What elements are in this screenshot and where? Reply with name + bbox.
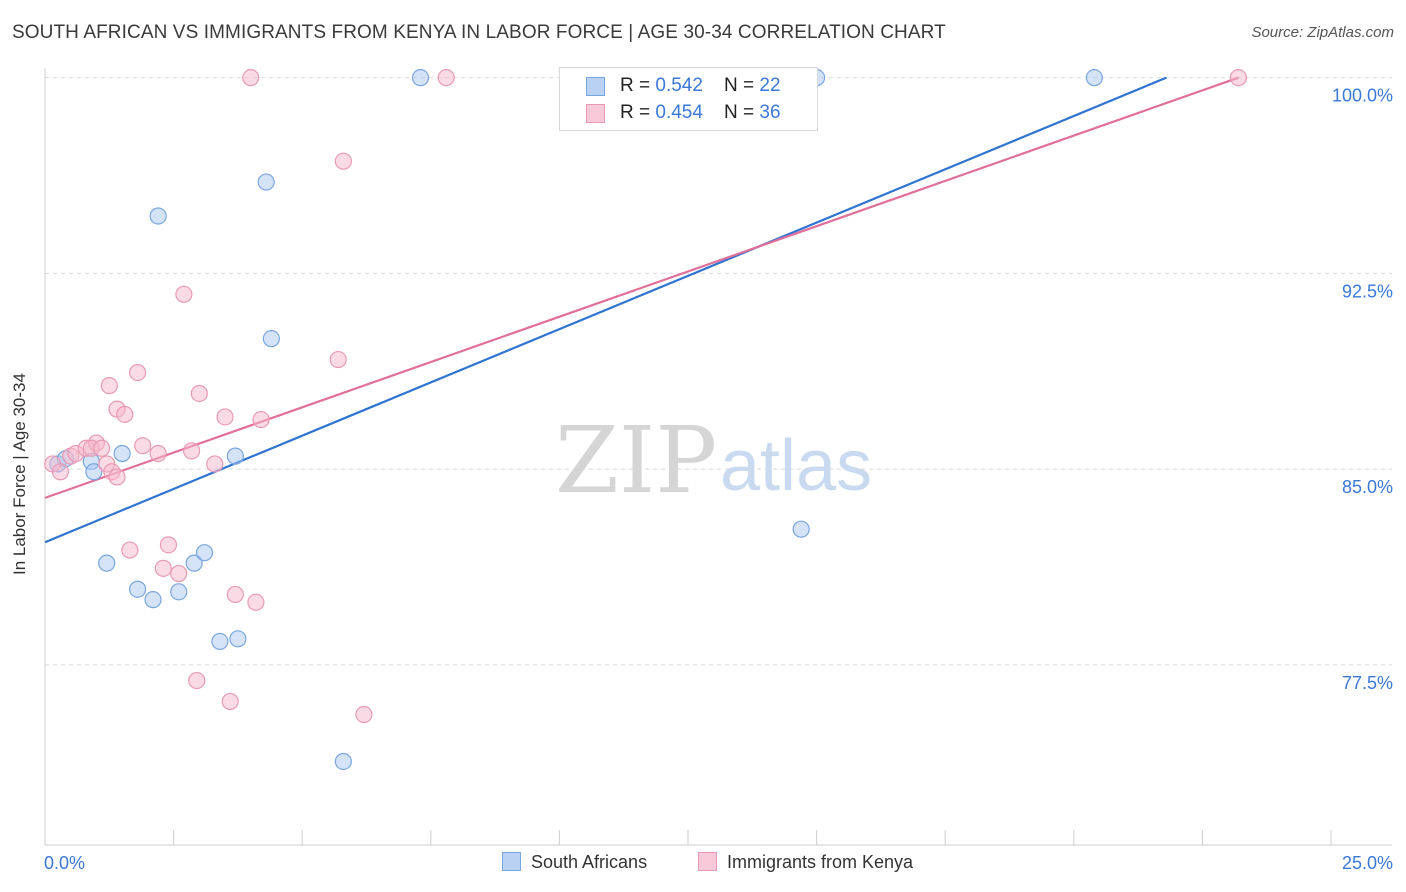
source-label: Source: ZipAtlas.com bbox=[1251, 24, 1394, 41]
data-point-kenya bbox=[221, 692, 239, 711]
data-point-south-africans bbox=[262, 330, 280, 348]
data-point-south-africans bbox=[170, 583, 188, 601]
grid-layer bbox=[45, 77, 1392, 666]
data-point-south-africans bbox=[98, 554, 116, 572]
chart-title: SOUTH AFRICAN VS IMMIGRANTS FROM KENYA I… bbox=[12, 22, 946, 43]
data-point-kenya bbox=[51, 463, 70, 481]
data-point-kenya bbox=[206, 455, 224, 473]
data-point-kenya bbox=[252, 410, 270, 429]
data-point-south-africans bbox=[334, 752, 352, 771]
data-point-kenya bbox=[108, 468, 126, 486]
legend-label-south-africans: South Africans bbox=[531, 852, 648, 872]
data-point-kenya bbox=[134, 437, 152, 455]
legend-item-south-africans: South Africans bbox=[502, 852, 647, 873]
trend-line-kenya bbox=[44, 76, 1239, 499]
data-point-kenya bbox=[242, 69, 260, 87]
n-label: N = bbox=[724, 75, 760, 96]
tick-layer: 77.5% 85.0% 92.5% 100.0% 0.0% 25.0% bbox=[44, 86, 1393, 873]
data-point-kenya bbox=[329, 350, 347, 369]
data-point-kenya bbox=[183, 442, 201, 460]
data-point-kenya bbox=[116, 405, 134, 423]
legend-item-kenya: Immigrants from Kenya bbox=[698, 852, 913, 873]
y-axis-label: In Labor Force | Age 30-34 bbox=[10, 373, 29, 575]
data-point-kenya bbox=[170, 564, 188, 583]
r-label: R = bbox=[620, 102, 656, 123]
y-tick-label: 100.0% bbox=[1332, 86, 1393, 106]
data-point-south-africans bbox=[195, 544, 214, 562]
data-point-kenya bbox=[190, 384, 208, 403]
data-point-south-africans bbox=[1085, 69, 1103, 87]
data-point-south-africans bbox=[85, 463, 103, 481]
data-point-south-africans bbox=[113, 444, 131, 463]
data-point-kenya bbox=[437, 69, 455, 87]
stats-legend: R = 0.542 N = 22 R = 0.454 N = 36 bbox=[559, 67, 818, 131]
n-value: 22 bbox=[759, 75, 781, 96]
data-point-kenya bbox=[355, 705, 373, 724]
y-tick-label: 92.5% bbox=[1342, 281, 1393, 301]
data-point-kenya bbox=[188, 671, 206, 690]
data-point-kenya bbox=[247, 593, 265, 611]
data-point-kenya bbox=[334, 152, 352, 170]
trend-layer bbox=[44, 76, 1239, 544]
data-point-kenya bbox=[121, 541, 139, 559]
data-point-south-africans bbox=[792, 520, 810, 538]
watermark-atlas: atlas bbox=[720, 426, 872, 506]
legend-swatch-pink bbox=[698, 852, 717, 871]
axes-layer bbox=[44, 68, 1392, 846]
legend-swatch-blue bbox=[502, 852, 521, 871]
data-point-south-africans bbox=[257, 173, 275, 191]
data-point-kenya bbox=[1229, 69, 1248, 87]
x-tick-label: 0.0% bbox=[44, 853, 85, 873]
r-label: R = bbox=[620, 75, 656, 96]
x-tick-label: 25.0% bbox=[1342, 853, 1393, 873]
data-point-kenya bbox=[226, 585, 244, 604]
r-value: 0.454 bbox=[655, 102, 703, 123]
data-point-kenya bbox=[175, 285, 193, 303]
y-tick-label: 85.0% bbox=[1342, 477, 1393, 497]
data-point-south-africans bbox=[144, 591, 162, 609]
data-point-south-africans bbox=[229, 630, 247, 648]
data-point-kenya bbox=[92, 439, 111, 457]
data-point-kenya bbox=[149, 444, 167, 463]
data-point-south-africans bbox=[411, 69, 430, 87]
data-point-south-africans bbox=[211, 632, 229, 651]
points-layer bbox=[44, 69, 1248, 771]
data-point-south-africans bbox=[226, 447, 244, 465]
legend-swatch-pink bbox=[586, 104, 605, 123]
watermark-zip: ZIP bbox=[555, 407, 717, 514]
r-value: 0.542 bbox=[655, 75, 703, 96]
data-point-south-africans bbox=[149, 207, 167, 225]
data-point-kenya bbox=[100, 377, 118, 395]
legend-label-kenya: Immigrants from Kenya bbox=[727, 852, 914, 872]
data-point-kenya bbox=[154, 559, 172, 577]
data-point-kenya bbox=[128, 363, 147, 382]
n-value: 36 bbox=[759, 102, 781, 123]
data-point-south-africans bbox=[128, 580, 147, 598]
legend-swatch-blue bbox=[586, 77, 605, 96]
data-point-kenya bbox=[159, 536, 178, 554]
n-label: N = bbox=[724, 102, 760, 123]
trend-line-south-africans bbox=[44, 76, 1167, 544]
y-tick-label: 77.5% bbox=[1342, 673, 1393, 693]
data-point-south-africans bbox=[185, 554, 203, 572]
data-point-kenya bbox=[216, 408, 234, 426]
